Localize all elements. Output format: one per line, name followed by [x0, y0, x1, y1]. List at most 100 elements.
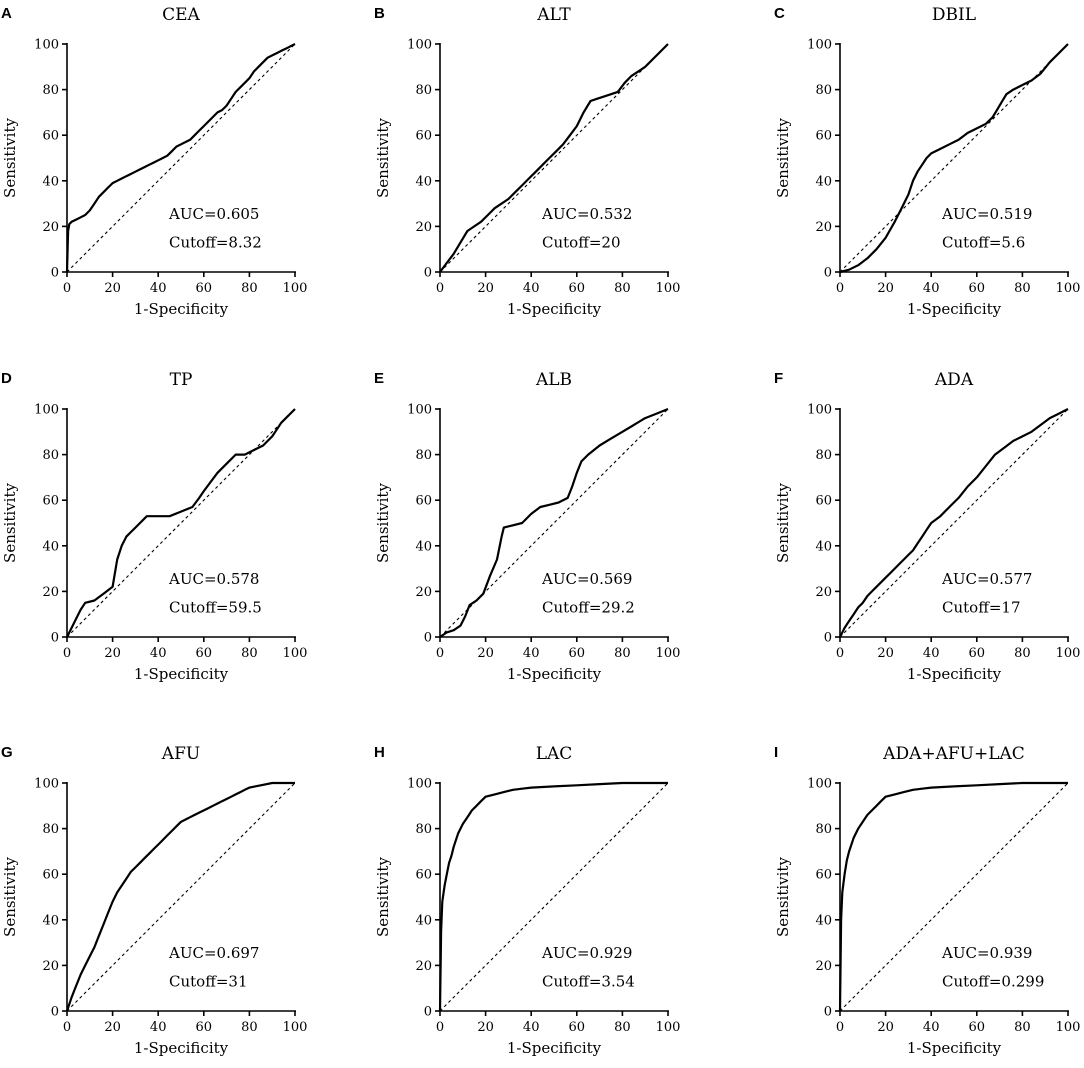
- y-tick-label: 40: [815, 913, 832, 928]
- x-axis-label: 1-Specificity: [507, 1039, 602, 1057]
- x-tick-label: 40: [150, 1020, 167, 1035]
- x-tick-label: 20: [477, 281, 494, 296]
- y-tick-label: 40: [42, 913, 59, 928]
- x-tick-label: 60: [196, 646, 213, 661]
- y-tick-label: 20: [415, 220, 432, 235]
- panel-letter: A: [1, 5, 12, 22]
- y-tick-label: 60: [42, 494, 59, 509]
- y-tick-label: 100: [807, 403, 832, 418]
- y-tick-label: 0: [51, 1005, 59, 1020]
- y-tick-label: 20: [42, 220, 59, 235]
- panel-d: D TP 00 20 20 40 40 60 60 80 80 100 100 1-Specificity…: [1, 370, 307, 683]
- x-tick-label: 20: [877, 646, 894, 661]
- x-tick-label: 100: [656, 1020, 681, 1035]
- y-tick-label: 0: [824, 631, 832, 646]
- x-tick-label: 40: [923, 281, 940, 296]
- x-tick-label: 0: [436, 1020, 444, 1035]
- x-tick-label: 0: [63, 281, 71, 296]
- cutoff-annotation: Cutoff=8.32: [169, 234, 262, 252]
- auc-annotation: AUC=0.929: [541, 944, 632, 962]
- x-axis-label: 1-Specificity: [907, 665, 1002, 683]
- y-tick-label: 60: [415, 868, 432, 883]
- chart-title: AFU: [161, 744, 200, 764]
- chart-title: DBIL: [932, 5, 976, 25]
- chart-title: TP: [170, 370, 193, 390]
- y-tick-label: 20: [415, 585, 432, 600]
- y-tick-label: 40: [42, 539, 59, 554]
- cutoff-annotation: Cutoff=20: [542, 234, 621, 252]
- y-tick-label: 100: [407, 777, 432, 792]
- y-tick-label: 80: [42, 83, 59, 98]
- roc-curve: [439, 43, 669, 273]
- auc-annotation: AUC=0.569: [541, 570, 632, 588]
- x-tick-label: 80: [1014, 1020, 1031, 1035]
- y-axis-label: Sensitivity: [374, 857, 392, 937]
- x-tick-label: 80: [241, 281, 258, 296]
- cutoff-annotation: Cutoff=0.299: [942, 973, 1044, 991]
- auc-annotation: AUC=0.578: [168, 570, 259, 588]
- panel-c: C DBIL 00 20 20 40 40 60 60 80 80 100 100 1-Specifici…: [774, 5, 1080, 318]
- y-tick-label: 0: [51, 631, 59, 646]
- x-tick-label: 0: [836, 1020, 844, 1035]
- cutoff-annotation: Cutoff=59.5: [169, 599, 262, 617]
- x-tick-label: 80: [241, 646, 258, 661]
- x-tick-label: 40: [150, 281, 167, 296]
- cutoff-annotation: Cutoff=29.2: [542, 599, 635, 617]
- y-tick-label: 0: [824, 266, 832, 281]
- x-tick-label: 100: [1056, 646, 1081, 661]
- x-tick-label: 0: [436, 646, 444, 661]
- x-tick-label: 60: [569, 281, 586, 296]
- y-axis-label: Sensitivity: [1, 483, 19, 563]
- x-tick-label: 80: [241, 1020, 258, 1035]
- chart-title: ALT: [536, 5, 571, 25]
- y-tick-label: 0: [51, 266, 59, 281]
- roc-curve: [66, 408, 296, 638]
- x-tick-label: 100: [283, 1020, 308, 1035]
- y-tick-label: 60: [815, 868, 832, 883]
- roc-curve: [438, 781, 668, 1012]
- y-tick-label: 20: [42, 585, 59, 600]
- y-tick-label: 40: [815, 174, 832, 189]
- roc-curve: [839, 43, 1069, 274]
- cutoff-annotation: Cutoff=31: [169, 973, 248, 991]
- y-tick-label: 60: [415, 494, 432, 509]
- y-tick-label: 60: [415, 129, 432, 144]
- x-tick-label: 40: [523, 646, 540, 661]
- y-axis-label: Sensitivity: [774, 857, 792, 937]
- y-tick-label: 80: [815, 822, 832, 837]
- panel-letter: F: [774, 370, 783, 387]
- x-tick-label: 40: [923, 646, 940, 661]
- x-tick-label: 0: [836, 281, 844, 296]
- x-tick-label: 60: [969, 646, 986, 661]
- x-axis-label: 1-Specificity: [907, 300, 1002, 318]
- auc-annotation: AUC=0.605: [168, 205, 259, 223]
- y-tick-label: 20: [815, 959, 832, 974]
- roc-curve: [65, 43, 296, 273]
- roc-curve: [439, 407, 669, 638]
- chart-title: CEA: [162, 5, 200, 25]
- x-axis-label: 1-Specificity: [134, 300, 229, 318]
- x-tick-label: 100: [1056, 1020, 1081, 1035]
- x-tick-label: 40: [523, 281, 540, 296]
- y-tick-label: 0: [824, 1005, 832, 1020]
- y-tick-label: 80: [415, 822, 432, 837]
- x-tick-label: 60: [969, 281, 986, 296]
- auc-annotation: AUC=0.697: [168, 944, 259, 962]
- x-tick-label: 20: [104, 646, 121, 661]
- x-axis-label: 1-Specificity: [907, 1039, 1002, 1057]
- x-axis-label: 1-Specificity: [134, 665, 229, 683]
- x-tick-label: 80: [1014, 281, 1031, 296]
- y-axis-label: Sensitivity: [1, 857, 19, 937]
- x-tick-label: 20: [477, 1020, 494, 1035]
- x-tick-label: 80: [1014, 646, 1031, 661]
- y-tick-label: 20: [815, 220, 832, 235]
- x-axis-label: 1-Specificity: [134, 1039, 229, 1057]
- x-tick-label: 60: [196, 281, 213, 296]
- y-axis-label: Sensitivity: [374, 483, 392, 563]
- panel-b: B ALT 00 20 20 40 40 60 60 80 80 100 100 1-Specificit…: [374, 5, 680, 318]
- panel-a: A CEA 00 20 20 40 40 60 60 80 80 100 100 1-Specificit…: [1, 5, 307, 318]
- y-tick-label: 80: [815, 448, 832, 463]
- x-tick-label: 0: [836, 646, 844, 661]
- roc-curve: [838, 781, 1068, 1012]
